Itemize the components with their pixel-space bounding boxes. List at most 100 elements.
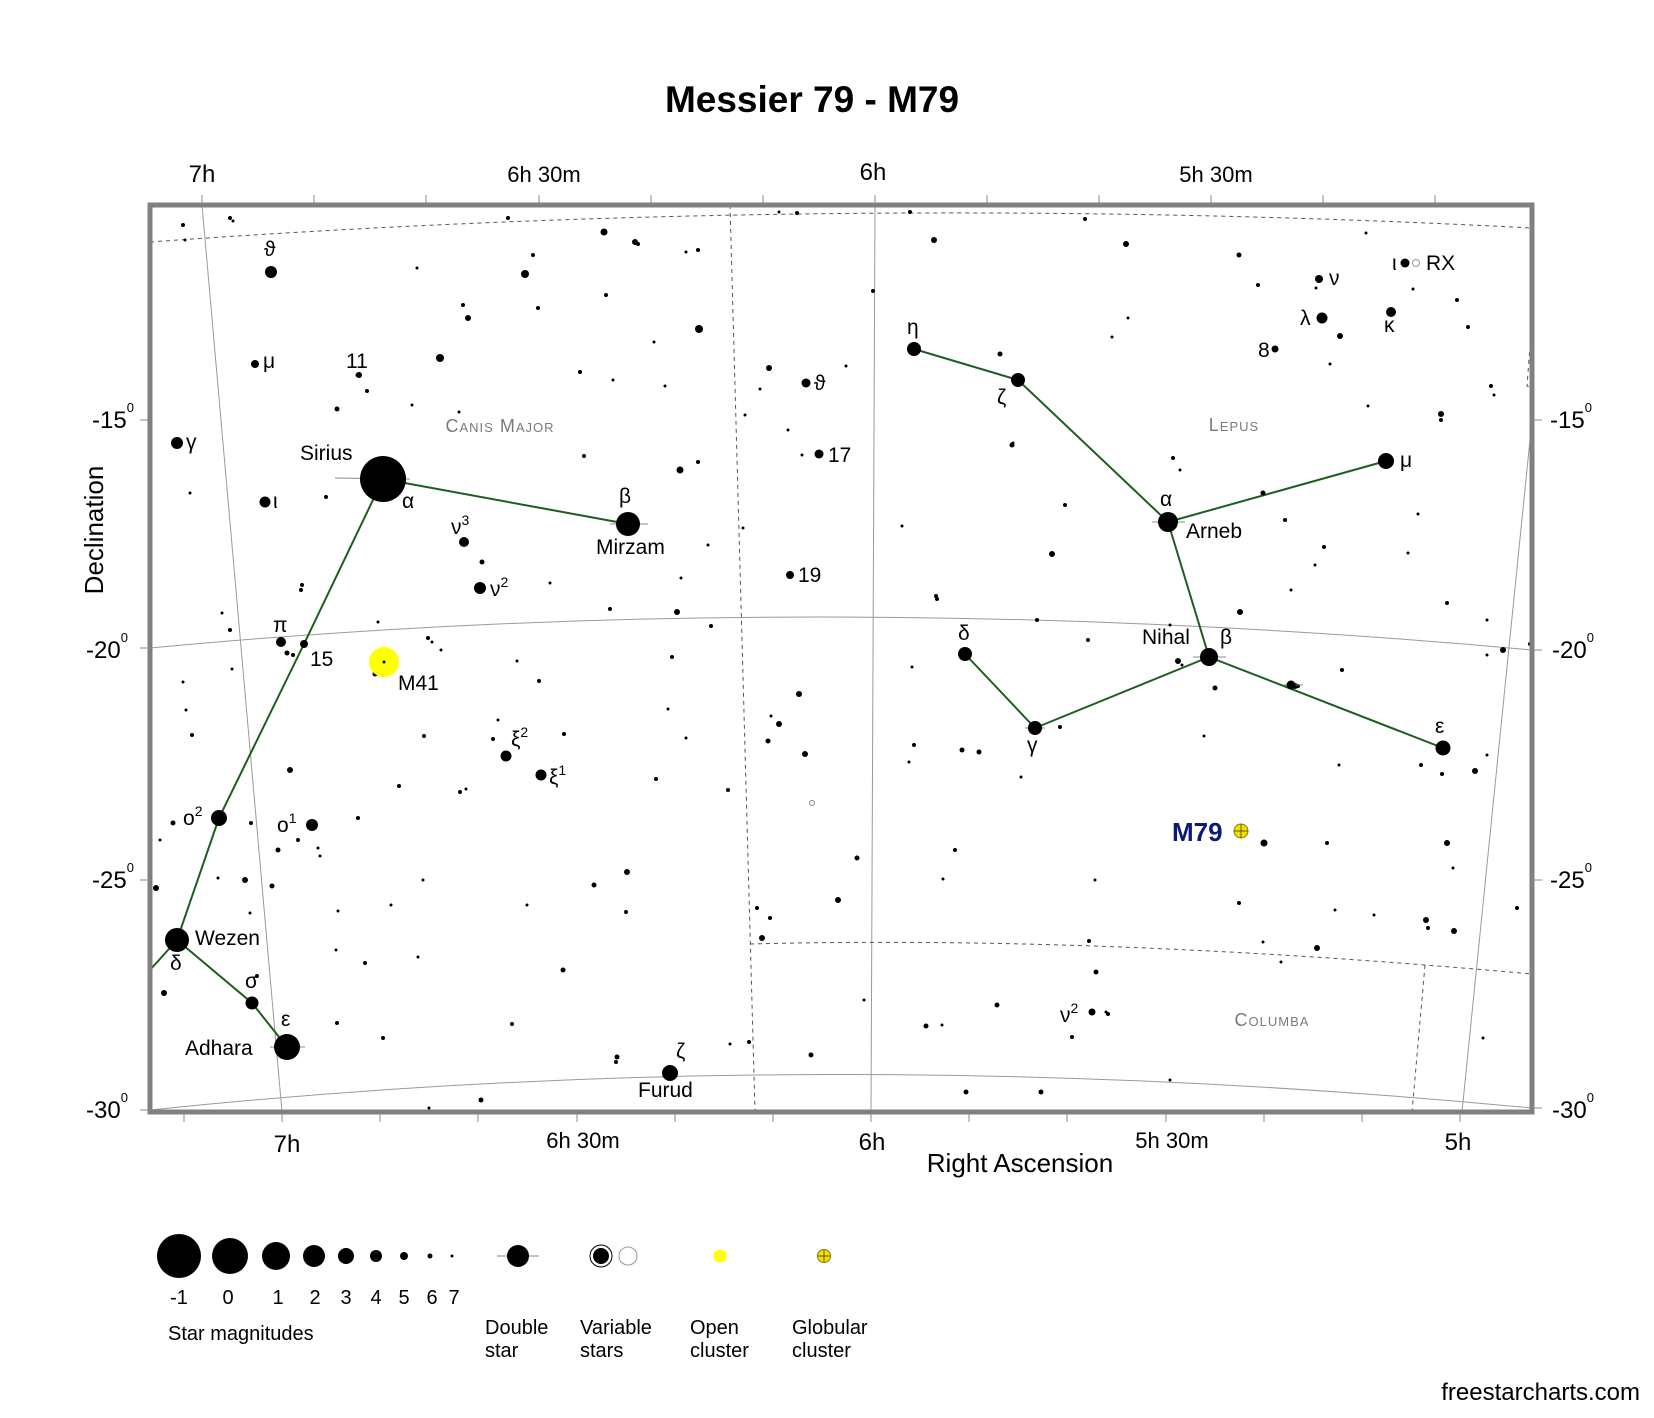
star-m79-near xyxy=(1260,839,1268,847)
star-cma-theta xyxy=(265,266,277,278)
star xyxy=(663,384,667,388)
star xyxy=(786,428,790,432)
star-lep-zeta xyxy=(1011,373,1025,387)
star xyxy=(1123,241,1129,247)
star xyxy=(416,955,420,959)
star xyxy=(578,370,582,374)
magnitude-scale xyxy=(157,1234,454,1278)
star xyxy=(506,216,510,220)
star xyxy=(614,1060,618,1064)
star xyxy=(1038,1089,1044,1095)
constellation-canis-major: Canis Major xyxy=(445,416,554,436)
star xyxy=(696,248,700,252)
star xyxy=(1261,940,1265,944)
svg-text:cluster: cluster xyxy=(690,1340,749,1362)
star xyxy=(652,340,656,344)
star xyxy=(1451,866,1455,870)
dec-line-30 xyxy=(149,1074,1533,1111)
star xyxy=(608,607,612,611)
star xyxy=(765,738,771,744)
star xyxy=(1337,333,1343,339)
background-stars xyxy=(153,210,1532,1110)
star xyxy=(496,718,500,722)
label-nihal: Nihal xyxy=(1142,626,1190,649)
label-adhara: Adhara xyxy=(185,1037,253,1060)
star xyxy=(439,648,443,652)
star-mon-17 xyxy=(814,449,824,459)
ticks xyxy=(140,195,1542,1122)
star xyxy=(1063,503,1067,507)
star-adhara xyxy=(274,1034,300,1060)
star xyxy=(670,655,674,659)
star xyxy=(335,1021,339,1025)
label-lep-mu: μ xyxy=(1400,449,1412,472)
label-cma-o2: o2 xyxy=(183,803,203,830)
star xyxy=(1438,411,1444,417)
star xyxy=(1058,725,1062,729)
cma-stick-main xyxy=(149,477,629,971)
star xyxy=(287,767,293,773)
star xyxy=(427,1106,431,1110)
star xyxy=(684,736,688,740)
star-cma-xi1 xyxy=(535,769,547,781)
star xyxy=(458,790,462,794)
star xyxy=(510,1022,514,1026)
star xyxy=(862,998,866,1002)
legend-variable-stars: Variable stars xyxy=(580,1244,652,1362)
star-arneb xyxy=(1158,512,1178,532)
star xyxy=(158,838,162,842)
star xyxy=(808,1052,814,1058)
star xyxy=(1455,298,1459,302)
star xyxy=(436,354,444,362)
star xyxy=(248,911,252,915)
star xyxy=(1451,928,1457,934)
ra-top-5h30m: 5h 30m xyxy=(1179,162,1252,187)
dec-left-20: -200 xyxy=(86,630,128,664)
star xyxy=(479,559,485,565)
star xyxy=(422,734,426,738)
star xyxy=(768,916,772,920)
label-arneb-greek: α xyxy=(1160,488,1172,511)
star xyxy=(931,237,937,243)
star xyxy=(1337,763,1341,767)
boundary-lep-right xyxy=(1526,319,1533,389)
label-sirius-greek: α xyxy=(402,490,414,513)
star xyxy=(299,588,303,592)
star xyxy=(910,665,914,669)
label-cma-nu2: ν2 xyxy=(490,574,509,601)
star-col-nu2b xyxy=(1106,1012,1110,1016)
star xyxy=(397,784,401,788)
star xyxy=(381,1036,385,1040)
star-lep-mu xyxy=(1378,453,1394,469)
star xyxy=(1500,647,1506,653)
star xyxy=(421,878,425,882)
star xyxy=(190,733,194,737)
star-lep-eta xyxy=(907,342,921,356)
star xyxy=(415,266,419,270)
star xyxy=(231,219,235,223)
star xyxy=(1283,518,1287,522)
star xyxy=(1110,335,1114,339)
label-m79: M79 xyxy=(1172,817,1223,847)
star xyxy=(769,714,773,718)
star xyxy=(844,364,848,368)
star xyxy=(1328,362,1332,366)
star-cma-mu xyxy=(251,360,259,368)
star xyxy=(296,838,300,842)
star xyxy=(153,885,159,891)
legend-open-cluster: Open cluster xyxy=(690,1249,749,1362)
svg-text:cluster: cluster xyxy=(792,1340,851,1362)
ra-line-5h xyxy=(1461,419,1533,1113)
constellation-boundaries xyxy=(149,204,1533,1113)
svg-text:Globular: Globular xyxy=(792,1317,868,1339)
star xyxy=(1236,252,1242,258)
star-cma-xi2 xyxy=(500,750,512,762)
label-arneb: Arneb xyxy=(1186,520,1242,543)
star-mon-theta xyxy=(801,378,811,388)
star xyxy=(976,749,982,755)
star xyxy=(1314,286,1318,290)
label-lep-gamma: γ xyxy=(1027,734,1038,757)
label-cma-iota: ι xyxy=(273,490,278,513)
star xyxy=(515,659,519,663)
star xyxy=(1087,939,1091,943)
